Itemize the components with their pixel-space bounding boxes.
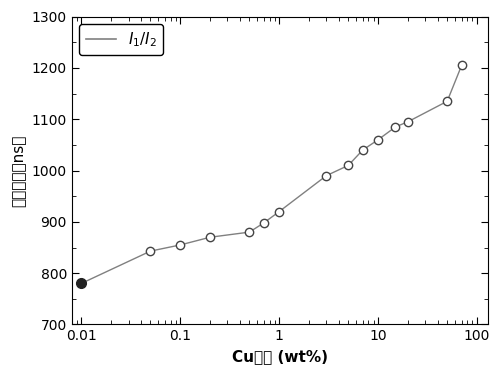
Legend: $I_1/I_2$: $I_1/I_2$ xyxy=(79,24,163,55)
X-axis label: Cu含量 (wt%): Cu含量 (wt%) xyxy=(231,349,327,364)
Y-axis label: 最佳延时（ns）: 最佳延时（ns） xyxy=(11,134,26,207)
